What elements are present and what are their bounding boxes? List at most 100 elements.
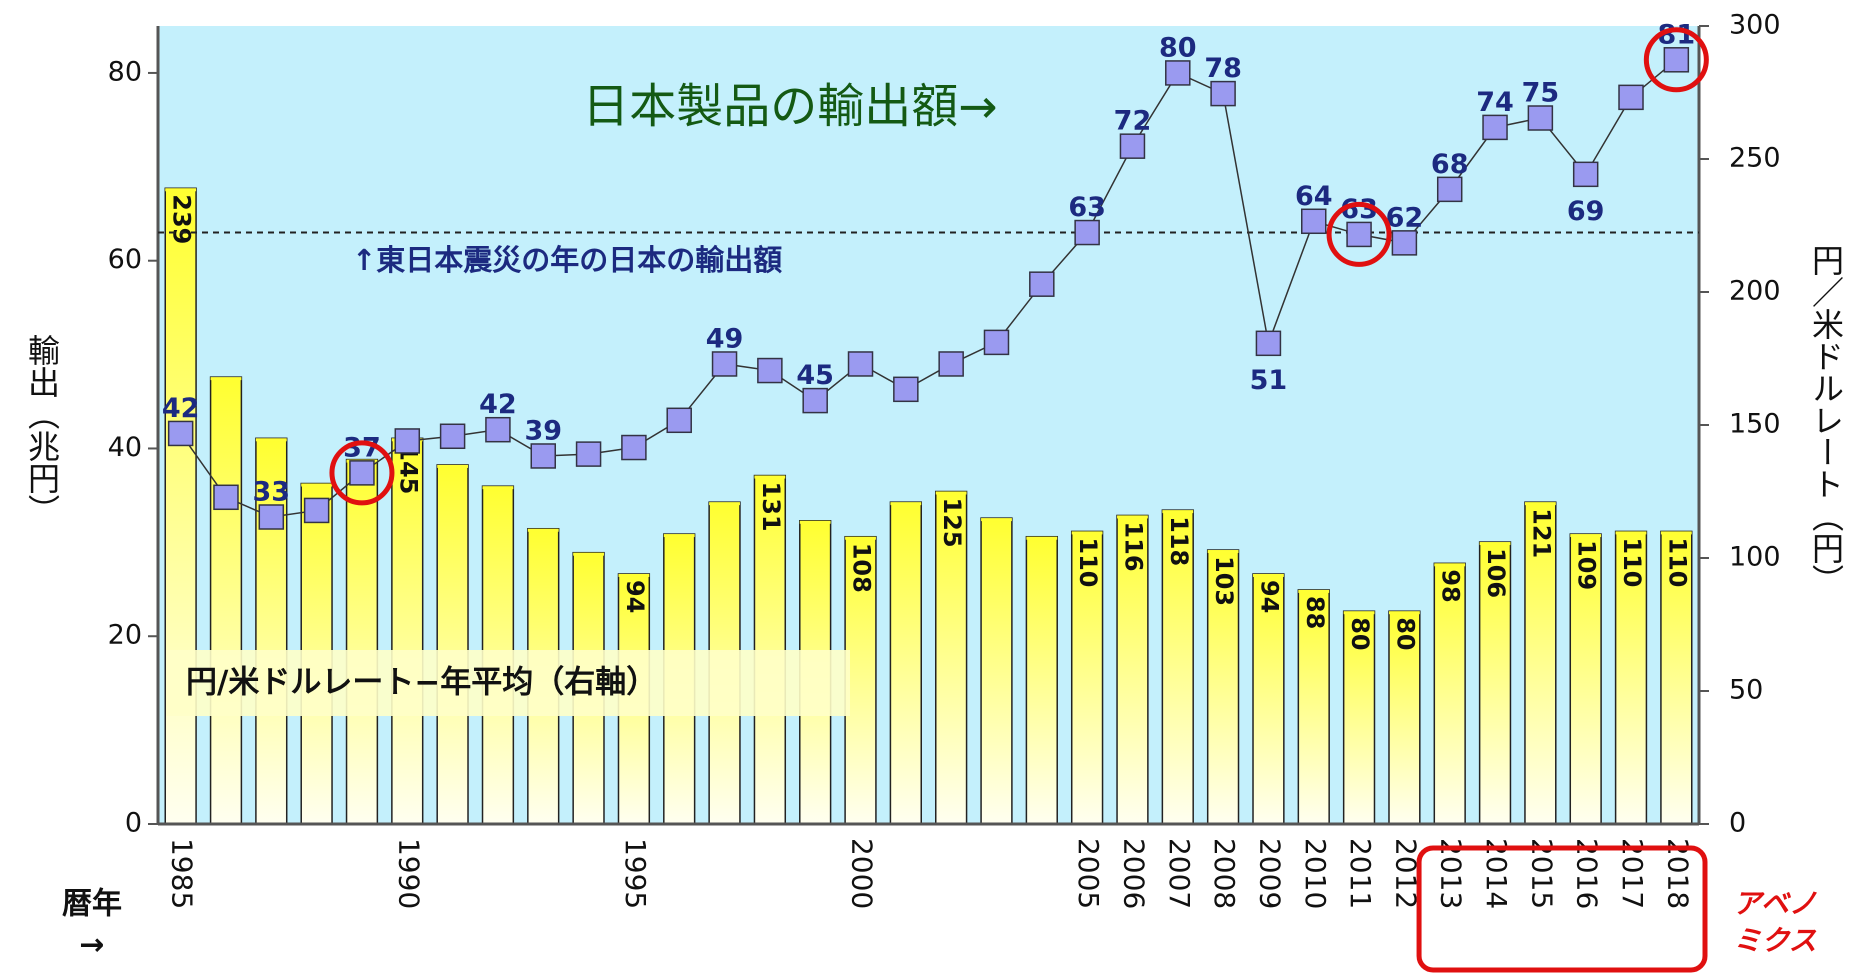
chart-title: 日本製品の輸出額→ xyxy=(582,80,997,135)
bar-cap xyxy=(1615,531,1647,535)
y-tick-label: 60 xyxy=(108,244,142,275)
marker xyxy=(1436,176,1463,203)
bar-cap xyxy=(1207,550,1239,554)
x-tick-label: 2006 xyxy=(1117,838,1150,909)
point-label: 72 xyxy=(1114,106,1152,137)
marker xyxy=(303,497,330,524)
bar xyxy=(1252,573,1285,825)
marker xyxy=(530,443,556,469)
marker xyxy=(1572,161,1599,188)
bar-label: 98 xyxy=(1437,569,1465,602)
bar-label: 110 xyxy=(1663,537,1691,587)
bar-cap xyxy=(1071,531,1103,535)
y2-tick-label: 100 xyxy=(1729,542,1781,573)
bar-cap xyxy=(845,536,876,540)
bar xyxy=(255,437,288,825)
bar-cap xyxy=(1343,611,1375,615)
point-label: 80 xyxy=(1159,32,1197,63)
bar xyxy=(935,490,968,825)
marker xyxy=(1527,105,1554,131)
marker xyxy=(439,423,466,450)
highlight-circle xyxy=(329,440,395,506)
bar-cap xyxy=(1524,502,1556,506)
bar xyxy=(980,517,1013,825)
marker xyxy=(258,504,285,530)
marker xyxy=(575,441,602,467)
bar xyxy=(889,501,922,825)
bar-cap xyxy=(799,520,831,524)
bar-cap xyxy=(301,483,333,487)
y-tick-label: 0 xyxy=(125,808,142,839)
point-label: 75 xyxy=(1522,78,1560,109)
legend-text: 円/米ドルレート−年平均（右軸） xyxy=(186,665,657,701)
point-label: 39 xyxy=(524,415,562,446)
marker xyxy=(213,484,239,511)
bar xyxy=(1206,549,1240,825)
x-tick-label: 2011 xyxy=(1344,838,1377,909)
bar-label: 88 xyxy=(1301,596,1329,629)
marker xyxy=(1119,133,1146,159)
marker xyxy=(1618,84,1644,111)
marker xyxy=(1663,47,1690,73)
point-label: 49 xyxy=(706,323,744,354)
bar-cap xyxy=(1660,531,1692,535)
bar xyxy=(1569,533,1602,825)
marker xyxy=(394,428,421,454)
bar xyxy=(164,187,197,825)
side-note: アベノ xyxy=(1733,887,1817,920)
x-tick-label: 2007 xyxy=(1163,838,1196,909)
point-label: 69 xyxy=(1567,196,1605,227)
bar-cap xyxy=(1388,611,1420,615)
bar-label: 108 xyxy=(848,543,876,593)
point-label: 64 xyxy=(1295,181,1333,212)
marker xyxy=(1255,330,1282,357)
point-label: 68 xyxy=(1431,149,1469,180)
point-label: 33 xyxy=(253,477,291,508)
y2-tick-label: 50 xyxy=(1729,675,1763,706)
point-label: 45 xyxy=(796,360,834,391)
x-tick-label: 1985 xyxy=(166,838,199,909)
marker xyxy=(1301,208,1327,235)
bar-label: 110 xyxy=(1618,537,1646,587)
bar-label: 116 xyxy=(1119,521,1147,571)
legend-box xyxy=(166,650,850,716)
bar-label: 125 xyxy=(938,498,966,548)
marker xyxy=(1074,219,1100,246)
bar xyxy=(1070,530,1104,825)
bar-label: 239 xyxy=(168,194,196,244)
bar-label: 94 xyxy=(621,580,649,613)
bar-cap xyxy=(663,534,695,538)
bar-label: 110 xyxy=(1074,537,1102,587)
point-label: 63 xyxy=(1068,192,1106,223)
y2-tick-label: 200 xyxy=(1729,276,1781,307)
marker xyxy=(893,376,919,403)
marker xyxy=(847,351,874,377)
bar xyxy=(1433,562,1466,825)
y2-tick-label: 250 xyxy=(1729,143,1781,174)
x-tick-label: 1995 xyxy=(619,838,652,909)
marker xyxy=(167,420,194,447)
bar-cap xyxy=(1117,515,1148,519)
bar-cap xyxy=(573,552,604,556)
bar-cap xyxy=(1570,534,1602,538)
line xyxy=(180,59,1677,518)
marker xyxy=(757,357,783,384)
x-axis-label: → xyxy=(79,928,104,963)
bar-cap xyxy=(527,528,559,532)
marker xyxy=(1210,80,1236,107)
x-tick-label: 2000 xyxy=(846,838,879,909)
marker xyxy=(621,434,647,461)
bar xyxy=(1116,514,1149,825)
marker xyxy=(349,460,375,486)
bar xyxy=(1025,535,1058,825)
bar-cap xyxy=(754,475,786,479)
bar xyxy=(209,376,243,825)
marker xyxy=(1346,221,1372,248)
point-label: 78 xyxy=(1204,53,1242,84)
x-axis-label: 暦年 xyxy=(62,887,122,922)
point-label: 42 xyxy=(479,389,517,420)
bar xyxy=(345,458,379,825)
marker xyxy=(802,387,828,414)
bar-cap xyxy=(482,486,514,490)
bar-cap xyxy=(1026,536,1058,540)
